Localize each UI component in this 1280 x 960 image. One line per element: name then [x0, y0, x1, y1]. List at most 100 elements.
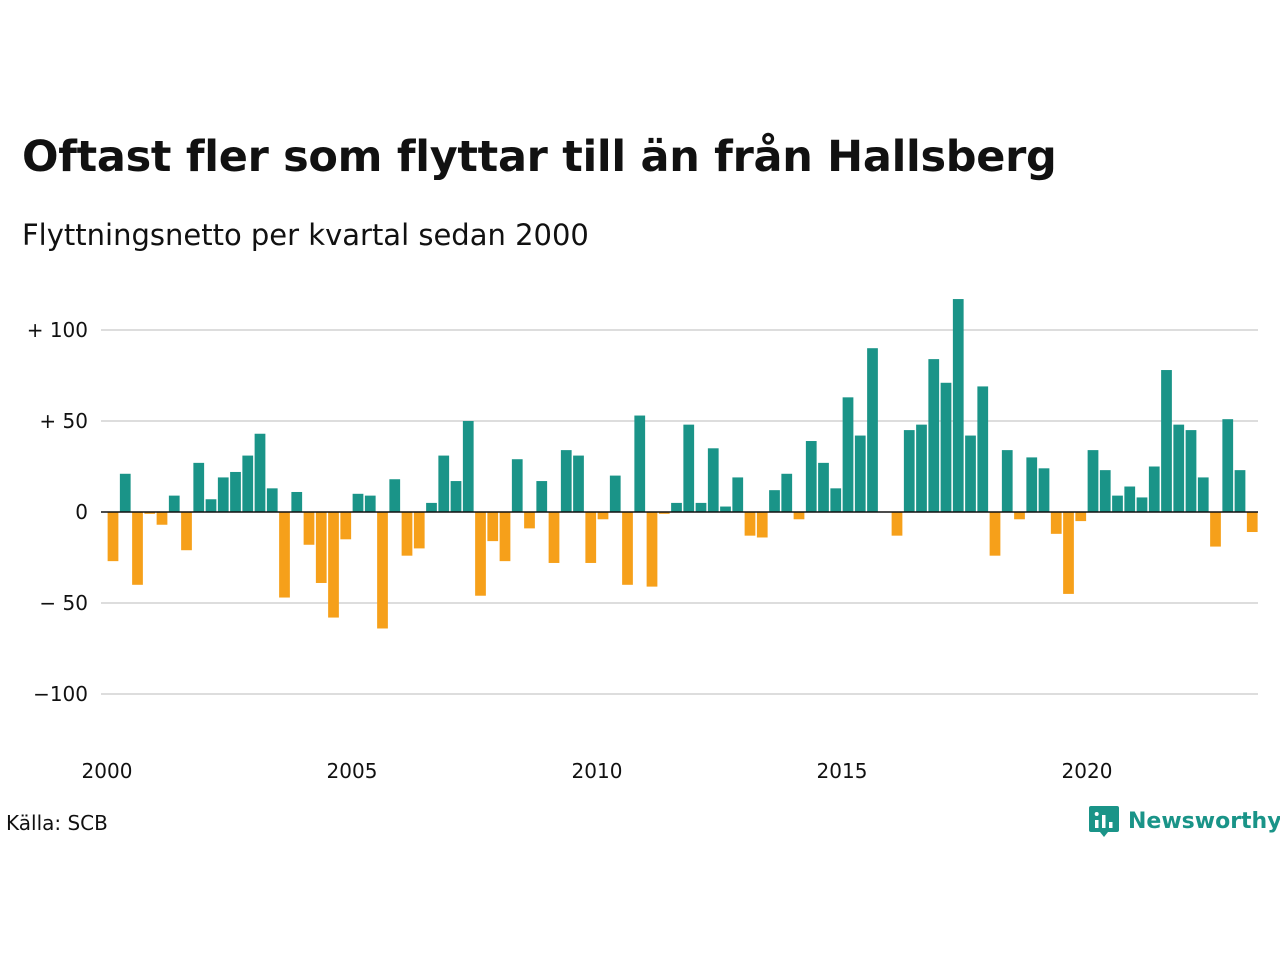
bar [132, 512, 143, 585]
bar [622, 512, 633, 585]
bar [1124, 486, 1136, 512]
bar [524, 512, 535, 529]
bar [438, 455, 450, 512]
gridlines [101, 329, 1258, 695]
bar [732, 477, 744, 512]
bar [144, 512, 156, 514]
bar [646, 512, 658, 587]
y-tick-label: − 50 [39, 591, 88, 615]
bar [1161, 370, 1172, 512]
bar [511, 459, 523, 512]
bar [891, 512, 903, 536]
bar [597, 512, 609, 520]
bar [107, 512, 119, 562]
bar [867, 348, 878, 512]
bar [989, 512, 1001, 556]
x-tick-label: 2010 [572, 759, 623, 783]
y-tick-label: + 50 [39, 409, 88, 433]
bar [475, 512, 486, 596]
bar [1234, 470, 1246, 512]
bar [903, 430, 915, 512]
bar [352, 493, 364, 512]
y-tick-label: −100 [33, 682, 88, 706]
x-tick-label: 2020 [1062, 759, 1113, 783]
brand-name: Newsworthy [1128, 808, 1280, 834]
bar [671, 502, 682, 512]
bar [536, 481, 548, 512]
bar [695, 502, 707, 512]
bar [658, 512, 670, 514]
bar [1173, 424, 1185, 512]
bar [560, 450, 572, 512]
bar [1063, 512, 1074, 594]
bar [1246, 512, 1258, 533]
bar [181, 512, 192, 551]
bar [1099, 470, 1111, 512]
bar [1014, 512, 1025, 520]
y-tick-label: 0 [75, 500, 88, 524]
bar [781, 473, 793, 512]
bar [928, 359, 940, 512]
bar [1148, 466, 1160, 512]
bar [242, 455, 254, 512]
bar [842, 397, 854, 512]
bar [1222, 419, 1234, 512]
newsworthy-logo-icon [1089, 806, 1119, 837]
axes: + 100 + 50 0 − 50 −100 2000 2005 2010 2015 2020 [27, 318, 1258, 783]
bar [818, 462, 829, 512]
bar [1112, 495, 1123, 512]
bars [107, 299, 1258, 629]
bar [156, 512, 168, 525]
bar [401, 512, 413, 556]
bar [340, 512, 352, 540]
bar [291, 491, 303, 512]
bar [389, 479, 401, 512]
bar [266, 488, 278, 512]
bar [683, 424, 695, 512]
bar [573, 455, 584, 512]
chart-subtitle: Flyttningsnetto per kvartal sedan 2000 [22, 218, 589, 252]
bar [1185, 430, 1197, 512]
x-tick-label: 2015 [817, 759, 868, 783]
bar [1136, 497, 1148, 512]
bar [450, 481, 462, 512]
bar [1197, 477, 1209, 512]
x-tick-label: 2005 [327, 759, 378, 783]
bar [1026, 457, 1038, 512]
bar [205, 499, 217, 512]
bar [634, 415, 646, 512]
bar [230, 471, 241, 512]
bar [585, 512, 597, 563]
bar [119, 473, 131, 512]
bar [952, 299, 964, 512]
bar [744, 512, 756, 536]
bar [1087, 450, 1099, 512]
bar [805, 441, 817, 512]
brand-logo: Newsworthy [1088, 804, 1280, 838]
bar [756, 512, 768, 538]
bar [328, 512, 339, 618]
bar [1038, 468, 1050, 512]
bar [462, 421, 474, 512]
bar [965, 435, 976, 512]
bar [916, 424, 927, 512]
bar [279, 512, 290, 598]
bar [1075, 512, 1087, 522]
bar [940, 382, 952, 512]
bar [1001, 450, 1013, 512]
bar [707, 448, 719, 512]
bar [769, 490, 780, 512]
y-tick-label: + 100 [27, 318, 88, 342]
bar [254, 433, 266, 512]
bar [413, 512, 425, 549]
bar [315, 512, 327, 583]
bar [364, 495, 376, 512]
bar [1210, 512, 1221, 547]
bar [609, 475, 621, 512]
chart-title: Oftast fler som flyttar till än från Hal… [22, 132, 1057, 182]
bar [548, 512, 560, 563]
source-note: Källa: SCB [6, 811, 108, 835]
x-tick-label: 2000 [82, 759, 133, 783]
bar [487, 512, 499, 542]
